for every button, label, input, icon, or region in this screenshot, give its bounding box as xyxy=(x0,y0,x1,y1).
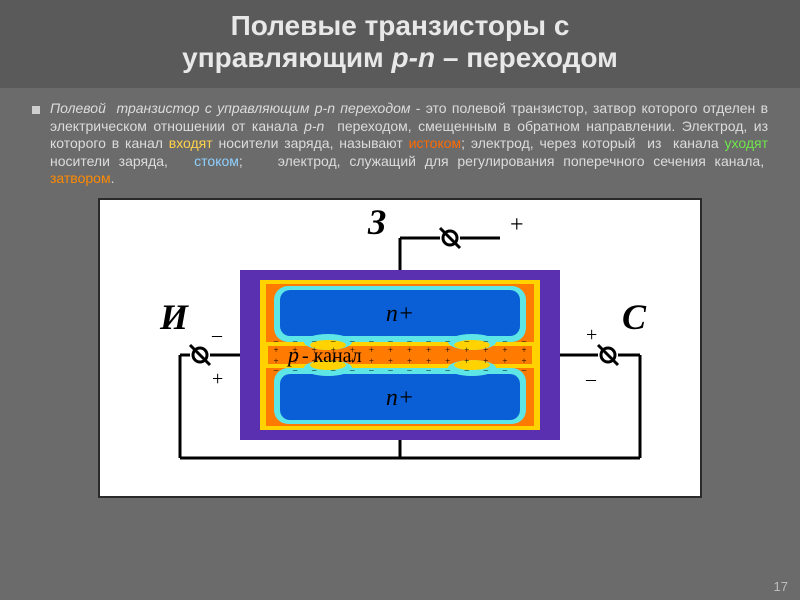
content-area: Полевой транзистор с управляющим p-n пер… xyxy=(0,88,800,504)
p-t8: . xyxy=(111,170,115,186)
svg-text:+: + xyxy=(521,345,526,355)
p-t5: ; электрод, через который из канала xyxy=(461,135,724,151)
diagram-container: –++––++––++––++––++––++––++––++––++––++–… xyxy=(98,198,702,498)
bullet-row: Полевой транзистор с управляющим p-n пер… xyxy=(32,100,768,188)
p-t7: ; электрод, служащий для регулирования п… xyxy=(239,153,768,169)
title-line2a: управляющим xyxy=(182,42,391,73)
description-paragraph: Полевой транзистор с управляющим p-n пер… xyxy=(50,100,768,188)
svg-text:И: И xyxy=(159,297,189,337)
svg-text:p: p xyxy=(286,342,299,367)
svg-text:–: – xyxy=(464,365,470,375)
svg-text:+: + xyxy=(388,345,393,355)
svg-text:–: – xyxy=(273,365,279,375)
svg-text:+: + xyxy=(426,345,431,355)
svg-text:+: + xyxy=(445,345,450,355)
svg-text:–: – xyxy=(444,365,450,375)
svg-text:+: + xyxy=(212,368,223,390)
svg-text:–: – xyxy=(368,365,374,375)
svg-text:З: З xyxy=(367,202,386,242)
keyword-source: истоком xyxy=(409,135,462,151)
svg-text:+: + xyxy=(586,324,597,346)
keyword-exit: уходят xyxy=(725,135,768,151)
svg-text:–: – xyxy=(585,368,597,390)
svg-text:–: – xyxy=(483,365,489,375)
title-line1: Полевые транзисторы с xyxy=(231,10,570,41)
title-pn: p-n xyxy=(392,42,436,73)
bullet-icon xyxy=(32,106,40,114)
svg-text:+: + xyxy=(369,345,374,355)
svg-text:+: + xyxy=(510,212,524,238)
slide-number: 17 xyxy=(774,579,788,594)
slide-title: Полевые транзисторы с управляющим p-n – … xyxy=(20,10,780,74)
svg-text:n+: n+ xyxy=(386,301,414,327)
svg-text:+: + xyxy=(464,345,469,355)
svg-text:+: + xyxy=(502,345,507,355)
svg-text:–: – xyxy=(425,365,431,375)
svg-text:+: + xyxy=(273,345,278,355)
diagram-frame: –++––++––++––++––++––++––++––++––++––++–… xyxy=(98,198,702,498)
svg-text:- канал: - канал xyxy=(302,345,362,367)
svg-text:n+: n+ xyxy=(386,385,414,411)
svg-text:С: С xyxy=(622,297,647,337)
p-t6: носители заряда, xyxy=(50,153,194,169)
p-t4: носители заряда, называют xyxy=(213,135,409,151)
svg-text:–: – xyxy=(211,324,223,346)
keyword-enter: входят xyxy=(169,135,213,151)
svg-text:–: – xyxy=(521,365,527,375)
svg-text:+: + xyxy=(483,345,488,355)
svg-text:+: + xyxy=(407,345,412,355)
svg-text:–: – xyxy=(387,365,393,375)
svg-text:–: – xyxy=(502,365,508,375)
transistor-diagram: –++––++––++––++––++––++––++––++––++––++–… xyxy=(100,200,700,496)
p-t2b: p-n xyxy=(304,118,324,134)
keyword-gate: затвором xyxy=(50,170,111,186)
keyword-drain: стоком xyxy=(194,153,239,169)
title-bar: Полевые транзисторы с управляющим p-n – … xyxy=(0,0,800,88)
title-line2b: – переходом xyxy=(435,42,618,73)
svg-text:–: – xyxy=(406,365,412,375)
term-definition: Полевой транзистор с управляющим p-n пер… xyxy=(50,100,410,116)
